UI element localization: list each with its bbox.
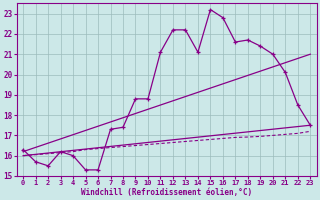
- X-axis label: Windchill (Refroidissement éolien,°C): Windchill (Refroidissement éolien,°C): [81, 188, 252, 197]
